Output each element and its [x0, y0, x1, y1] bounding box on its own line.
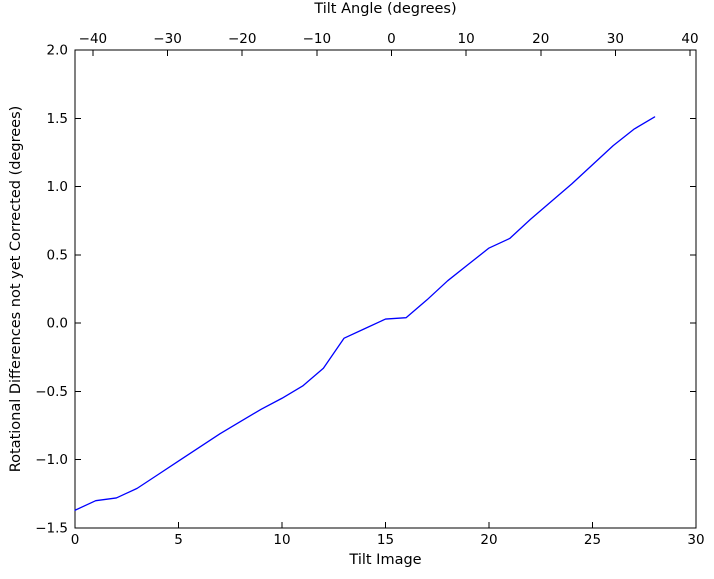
y-tick-label: 1.5 — [47, 111, 68, 127]
x-top-tick-label: 20 — [532, 31, 549, 47]
x-axis-label: Tilt Image — [349, 552, 422, 568]
x-bottom-tick-label: 0 — [71, 532, 80, 548]
x-bottom-tick-label: 10 — [273, 532, 290, 548]
y-tick-label: −0.5 — [35, 384, 68, 400]
y-tick-label: 0.0 — [47, 316, 68, 332]
x-top-tick-label: −20 — [228, 31, 257, 47]
y-tick-label: 1.0 — [47, 179, 68, 195]
x-top-tick-label: −30 — [153, 31, 182, 47]
x-top-tick-label: −10 — [303, 31, 332, 47]
y-tick-label: −1.0 — [35, 452, 68, 468]
x-bottom-tick-label: 5 — [174, 532, 183, 548]
x-top-tick-label: 30 — [607, 31, 624, 47]
y-tick-label: 2.0 — [47, 43, 68, 59]
x-bottom-tick-label: 15 — [377, 532, 394, 548]
x-bottom-tick-label: 30 — [687, 532, 704, 548]
x-bottom-tick-label: 20 — [480, 532, 497, 548]
y-tick-label: −1.5 — [35, 521, 68, 537]
x-top-tick-label: −40 — [79, 31, 108, 47]
top-axis-title: Tilt Angle (degrees) — [314, 1, 457, 17]
x-bottom-tick-label: 25 — [584, 532, 601, 548]
data-line — [74, 116, 656, 511]
x-top-tick-label: 10 — [458, 31, 475, 47]
x-top-tick-label: 40 — [681, 31, 698, 47]
y-tick-label: 0.5 — [47, 247, 68, 263]
x-top-tick-label: 0 — [387, 31, 396, 47]
plot-frame — [74, 49, 697, 529]
